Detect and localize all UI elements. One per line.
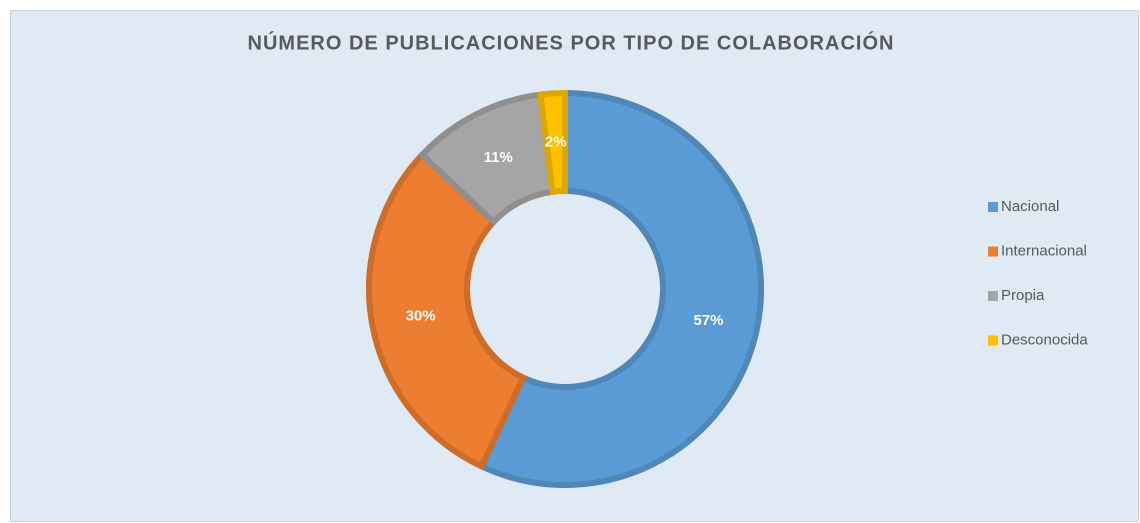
- donut-slice-edge: [537, 89, 568, 196]
- legend-swatch: [988, 291, 998, 301]
- legend-label: Desconocida: [1001, 331, 1088, 348]
- chart-title: NÚMERO DE PUBLICACIONES POR TIPO DE COLA…: [248, 30, 895, 54]
- data-label: 30%: [406, 308, 436, 325]
- data-label: 57%: [693, 312, 723, 329]
- donut-slice-edge: [366, 150, 528, 471]
- donut-slice-edge: [477, 89, 764, 488]
- legend-swatch: [988, 246, 998, 257]
- legend-swatch: [988, 335, 998, 346]
- legend-label: Internacional: [1001, 242, 1087, 259]
- legend-swatch: [988, 202, 998, 212]
- data-label: 2%: [545, 133, 567, 150]
- donut-slice: [366, 150, 528, 471]
- legend-label: Propia: [1001, 287, 1045, 304]
- donut-slice: [477, 89, 764, 488]
- data-label: 11%: [484, 149, 513, 166]
- legend-label: Nacional: [1001, 198, 1059, 215]
- donut-slice: [537, 89, 568, 196]
